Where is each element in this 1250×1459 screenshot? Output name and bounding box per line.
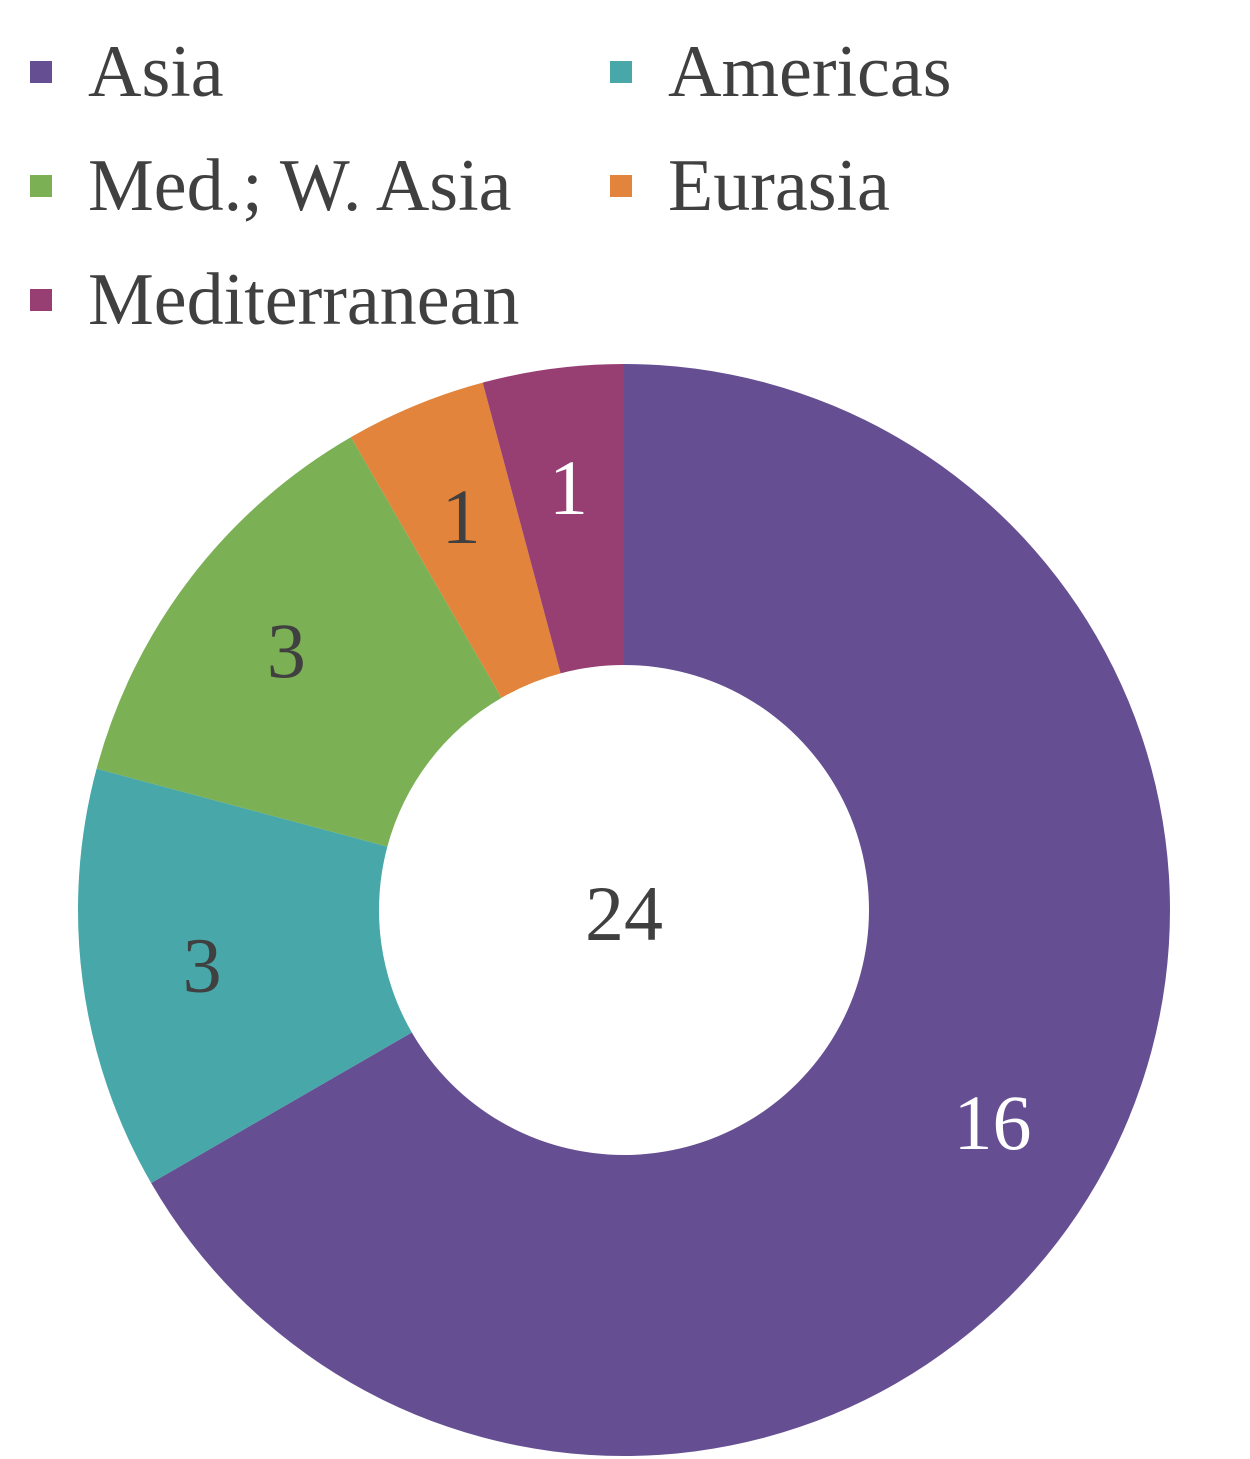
legend-swatch-med-w-asia bbox=[30, 175, 52, 197]
legend-item-med-w-asia: Med.; W. Asia bbox=[30, 136, 511, 236]
legend-label-americas: Americas bbox=[668, 31, 952, 113]
chart-legend: Asia Americas Med.; W. Asia Eurasia Medi… bbox=[0, 0, 1250, 360]
donut-slice-mediterranean bbox=[482, 364, 624, 674]
legend-item-americas: Americas bbox=[610, 22, 952, 122]
legend-swatch-americas bbox=[610, 61, 632, 83]
legend-swatch-asia bbox=[30, 61, 52, 83]
legend-label-asia: Asia bbox=[88, 31, 224, 113]
donut-slice-med-w-asia bbox=[96, 437, 502, 847]
legend-label-med-w-asia: Med.; W. Asia bbox=[88, 145, 512, 227]
donut-slice-americas bbox=[78, 768, 412, 1183]
legend-label-eurasia: Eurasia bbox=[668, 145, 890, 227]
data-label-mediterranean: 1 bbox=[549, 444, 588, 531]
legend-swatch-mediterranean bbox=[30, 289, 52, 311]
donut-labels: 16 3 3 1 1 bbox=[183, 444, 1032, 1166]
data-label-med-w-asia: 3 bbox=[267, 607, 306, 694]
legend-swatch-eurasia bbox=[610, 175, 632, 197]
donut-slice-eurasia bbox=[351, 382, 561, 698]
data-label-americas: 3 bbox=[183, 922, 222, 1009]
legend-label-mediterranean: Mediterranean bbox=[88, 259, 520, 341]
donut-slices bbox=[78, 364, 1170, 1456]
donut-slice-asia bbox=[151, 364, 1170, 1456]
data-label-asia: 16 bbox=[953, 1079, 1031, 1166]
legend-item-mediterranean: Mediterranean bbox=[30, 250, 519, 350]
donut-center-total: 24 bbox=[585, 870, 663, 957]
data-label-eurasia: 1 bbox=[442, 473, 481, 560]
legend-item-eurasia: Eurasia bbox=[610, 136, 890, 236]
legend-item-asia: Asia bbox=[30, 22, 224, 122]
